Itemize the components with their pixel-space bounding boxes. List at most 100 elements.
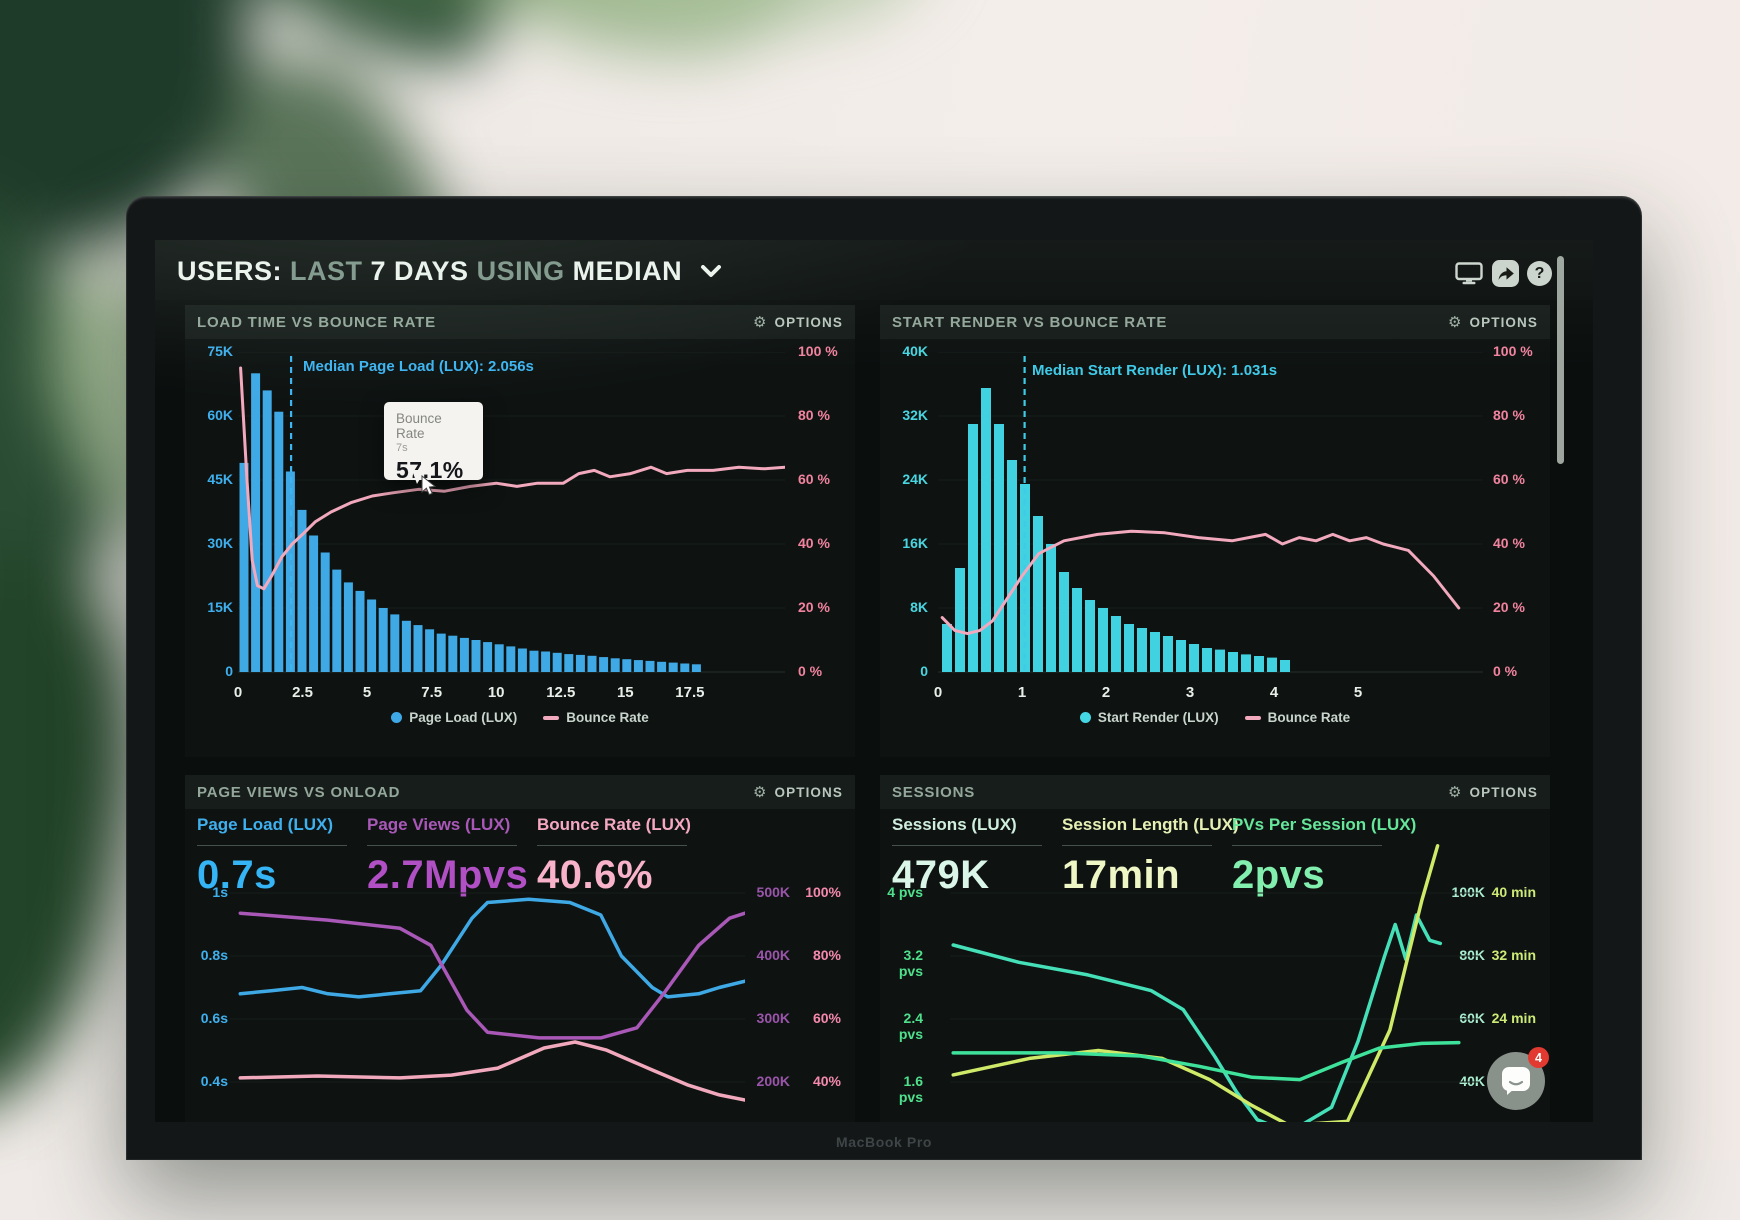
axis-tick-label: 16K (902, 535, 928, 551)
histogram-bar[interactable] (633, 660, 643, 672)
histogram-bar[interactable] (1267, 657, 1277, 672)
histogram-bar[interactable] (1137, 628, 1147, 672)
histogram-bar[interactable] (367, 599, 377, 673)
page-views-chart[interactable] (230, 835, 747, 1122)
histogram-bar[interactable] (1254, 656, 1264, 672)
histogram-bar[interactable] (1215, 649, 1225, 672)
histogram-bar[interactable] (691, 664, 701, 672)
sessions-chart[interactable] (950, 835, 1480, 1122)
histogram-bar[interactable] (1189, 644, 1199, 672)
panel-start-render-vs-bounce-rate: START RENDER VS BOUNCE RATE ⚙ OPTIONS 40… (880, 305, 1550, 757)
histogram-bar[interactable] (1033, 516, 1043, 672)
histogram-bar[interactable] (459, 637, 469, 672)
metric-label: Session Length (LUX) (1062, 815, 1239, 834)
histogram-bar[interactable] (1007, 460, 1017, 672)
histogram-bar[interactable] (297, 509, 307, 672)
histogram-bar[interactable] (1163, 636, 1173, 672)
histogram-bar[interactable] (494, 644, 504, 672)
axis-tick-label: 60 % (798, 471, 830, 487)
histogram-bar[interactable] (1202, 648, 1212, 672)
dashboard-screen: USERS: LAST 7 DAYS USING MEDIAN ? (155, 240, 1593, 1122)
histogram-bar[interactable] (622, 659, 632, 672)
histogram-bar[interactable] (1059, 572, 1069, 672)
scrollbar[interactable] (1557, 256, 1564, 464)
histogram-bar[interactable] (251, 373, 261, 672)
histogram-bar[interactable] (1150, 632, 1160, 672)
histogram-bar[interactable] (355, 590, 365, 672)
chat-widget-button[interactable]: 4 (1487, 1047, 1549, 1110)
histogram-bar[interactable] (425, 629, 435, 672)
metric-value: 479K (892, 853, 990, 897)
load-time-chart[interactable] (238, 351, 787, 683)
start-render-chart[interactable] (938, 351, 1483, 683)
histogram-bar[interactable] (994, 424, 1004, 672)
histogram-bar[interactable] (448, 635, 458, 672)
options-button[interactable]: ⚙ OPTIONS (753, 313, 843, 331)
histogram-bar[interactable] (274, 411, 284, 672)
timeframe-dropdown[interactable]: USERS: LAST 7 DAYS USING MEDIAN (177, 256, 722, 287)
axis-tick-label: 80 % (1493, 407, 1525, 423)
histogram-bar[interactable] (668, 662, 678, 672)
axis-tick-label: 3 (1185, 684, 1195, 701)
histogram-bar[interactable] (262, 390, 272, 672)
histogram-bar[interactable] (332, 569, 342, 672)
histogram-bar[interactable] (1072, 588, 1082, 672)
options-button[interactable]: ⚙ OPTIONS (753, 783, 843, 801)
axis-tick-label: 40 % (1493, 535, 1525, 551)
axis-tick-label: 100 % (1493, 343, 1533, 359)
series-line (238, 911, 747, 1040)
axis-tick-label: 0 % (1493, 663, 1518, 679)
histogram-bar[interactable] (436, 633, 446, 672)
histogram-bar[interactable] (587, 655, 597, 672)
histogram-bar[interactable] (401, 620, 411, 672)
axis-tick-label: 8K (910, 599, 928, 615)
histogram-bar[interactable] (285, 471, 295, 673)
histogram-bar[interactable] (955, 568, 965, 672)
histogram-bar[interactable] (1280, 660, 1290, 672)
histogram-bar[interactable] (552, 652, 562, 672)
histogram-bar[interactable] (1046, 544, 1056, 672)
histogram-bar[interactable] (564, 654, 574, 672)
histogram-bar[interactable] (1124, 624, 1134, 672)
histogram-bar[interactable] (981, 388, 991, 672)
histogram-bar[interactable] (657, 661, 667, 672)
panel-sessions: SESSIONS ⚙ OPTIONS Sessions (LUX) 479K S… (880, 775, 1550, 1122)
histogram-bar[interactable] (1228, 652, 1238, 672)
options-button[interactable]: ⚙ OPTIONS (1448, 313, 1538, 331)
options-label: OPTIONS (774, 314, 843, 330)
histogram-bar[interactable] (506, 646, 516, 672)
histogram-bar[interactable] (610, 658, 620, 672)
histogram-bar[interactable] (1085, 600, 1095, 672)
histogram-bar[interactable] (471, 640, 481, 672)
histogram-bar[interactable] (309, 535, 319, 673)
histogram-bar[interactable] (1241, 654, 1251, 672)
histogram-bar[interactable] (390, 614, 400, 672)
axis-tick-label: 40 % (798, 535, 830, 551)
axis-tick-label: 0 (225, 663, 233, 679)
histogram-bar[interactable] (1098, 608, 1108, 672)
options-button[interactable]: ⚙ OPTIONS (1448, 783, 1538, 801)
histogram-bar[interactable] (483, 642, 493, 672)
axis-tick-label: 0 (233, 684, 243, 701)
display-icon[interactable] (1455, 262, 1483, 291)
histogram-bar[interactable] (968, 424, 978, 672)
histogram-bar[interactable] (343, 582, 353, 672)
histogram-bar[interactable] (575, 654, 585, 672)
histogram-bar[interactable] (645, 660, 655, 672)
histogram-bar[interactable] (1176, 640, 1186, 672)
histogram-bar[interactable] (942, 624, 952, 672)
histogram-bar[interactable] (413, 625, 423, 672)
histogram-bar[interactable] (541, 651, 551, 673)
histogram-bar[interactable] (378, 608, 388, 672)
histogram-bar[interactable] (239, 462, 249, 672)
histogram-bar[interactable] (320, 552, 330, 673)
histogram-bar[interactable] (1111, 616, 1121, 672)
help-icon[interactable]: ? (1527, 261, 1552, 286)
histogram-bar[interactable] (680, 663, 690, 673)
histogram-bar[interactable] (599, 657, 609, 672)
axis-tick-label: 2 (1101, 684, 1111, 701)
histogram-bar[interactable] (529, 650, 539, 672)
share-icon[interactable] (1492, 260, 1519, 292)
histogram-bar[interactable] (517, 648, 527, 673)
panel-header: SESSIONS ⚙ OPTIONS (880, 775, 1550, 809)
